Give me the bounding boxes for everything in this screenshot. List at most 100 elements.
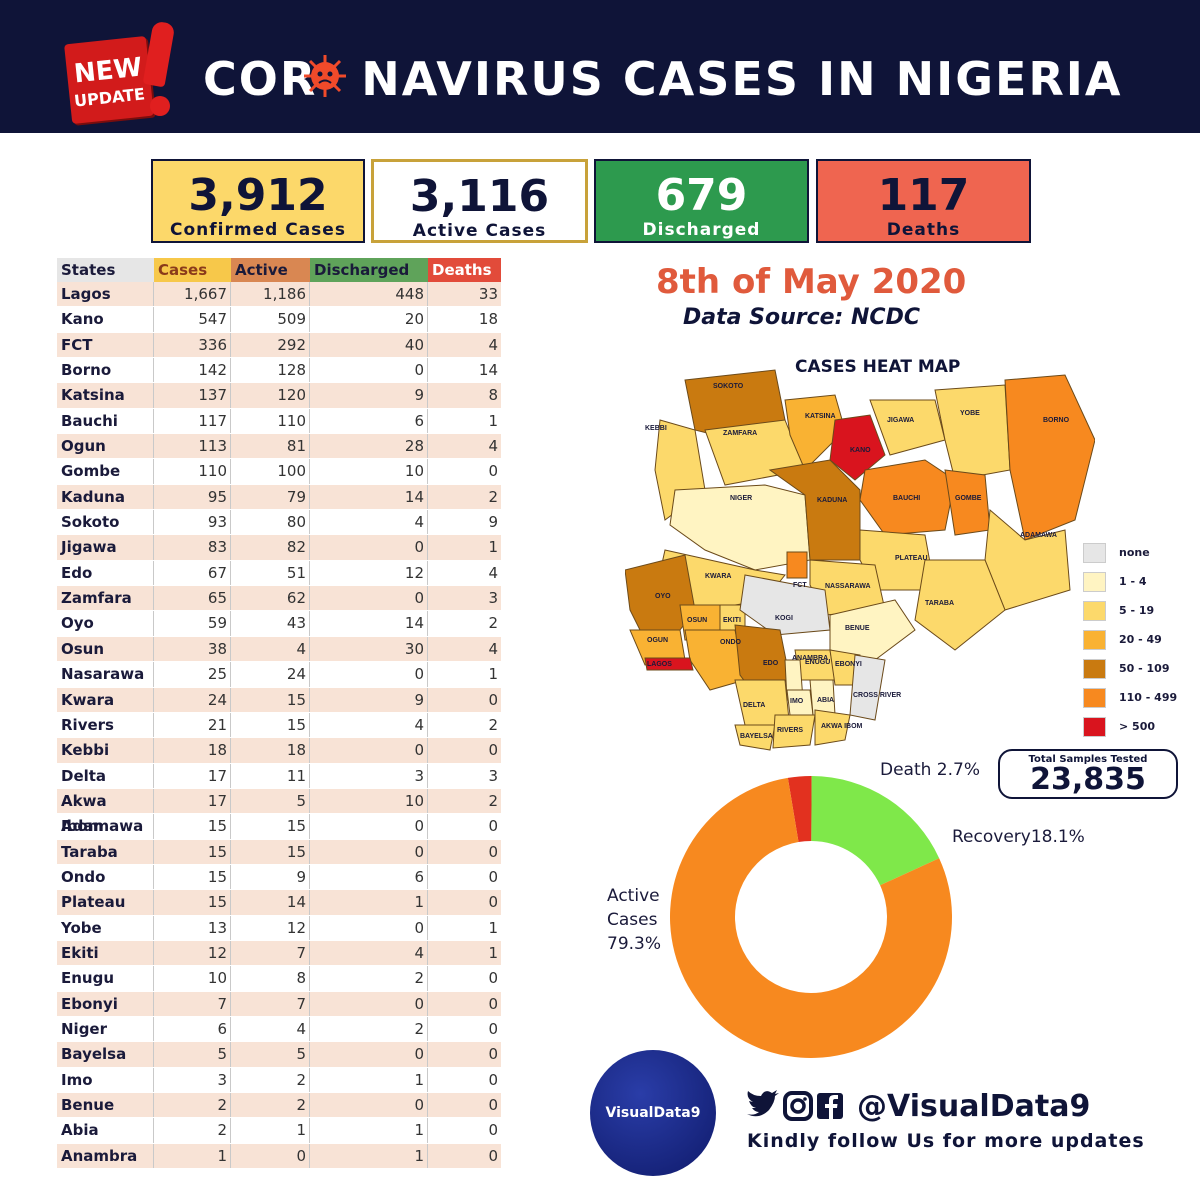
cell-cases: 142 xyxy=(154,358,231,383)
cell-deaths: 0 xyxy=(488,969,498,988)
cell-state: Ogun xyxy=(57,434,154,459)
header-active: Active xyxy=(231,258,310,282)
cell-deaths: 4 xyxy=(488,563,498,582)
legend-item: 110 - 499 xyxy=(1083,688,1200,712)
cell-state: Benue xyxy=(57,1093,154,1118)
region-lagos xyxy=(644,657,694,671)
table-row: Oyo 59 43 14 2 xyxy=(57,611,501,637)
map-label: KWARA xyxy=(705,573,731,580)
cell-cases: 15 xyxy=(154,864,231,890)
cell-active: 15 xyxy=(231,839,310,864)
cell-cases: 1,667 xyxy=(154,282,231,307)
cell-active: 9 xyxy=(231,864,310,890)
cell-deaths: 0 xyxy=(488,817,498,836)
cell-deaths: 1 xyxy=(488,411,498,430)
legend-label: 5 - 19 xyxy=(1119,604,1155,617)
cell-state: Kwara xyxy=(57,687,154,712)
map-label: EDO xyxy=(763,660,779,667)
cell-cases: 117 xyxy=(154,408,231,434)
cell-state: Gombe xyxy=(57,459,154,484)
legend-swatch xyxy=(1083,601,1106,621)
donut-slice-death xyxy=(787,776,812,843)
table-row: Anambra 1 0 1 0 xyxy=(57,1143,501,1170)
header-discharged: Discharged xyxy=(310,258,428,282)
cell-deaths: 1 xyxy=(488,665,498,684)
cell-deaths: 1 xyxy=(488,943,498,962)
cell-cases: 1 xyxy=(154,1143,231,1169)
table-row: Kwara 24 15 9 0 xyxy=(57,687,501,713)
cell-cases: 17 xyxy=(154,788,231,814)
legend-swatch xyxy=(1083,630,1106,650)
table-row: Yobe 13 12 0 1 xyxy=(57,915,501,941)
cell-active: 7 xyxy=(231,940,310,966)
legend-swatch xyxy=(1083,572,1106,592)
cell-deaths: 1 xyxy=(488,538,498,557)
region-taraba xyxy=(914,559,1006,651)
visualdata9-logo: VisualData9 xyxy=(590,1050,716,1176)
cell-cases: 2 xyxy=(154,1093,231,1118)
table-row: Gombe 110 100 10 0 xyxy=(57,459,501,485)
cell-deaths: 0 xyxy=(488,1070,498,1089)
map-label: PLATEAU xyxy=(895,555,928,562)
cell-active: 1 xyxy=(231,1118,310,1143)
header-banner: NEW UPDATE COR NAVIRUS CASES IN NIGERIA xyxy=(0,0,1200,133)
cell-discharged: 0 xyxy=(310,738,428,763)
cell-discharged: 1 xyxy=(310,1118,428,1143)
cell-deaths: 0 xyxy=(488,994,498,1013)
instagram-icon xyxy=(783,1091,813,1121)
header-states: States xyxy=(57,258,154,282)
region-gombe xyxy=(944,469,991,536)
table-row: Lagos 1,667 1,186 448 33 xyxy=(57,282,501,308)
cell-state: Zamfara xyxy=(57,586,154,611)
map-label: BORNO xyxy=(1043,417,1070,424)
cell-active: 2 xyxy=(231,1093,310,1118)
table-row: Edo 67 51 12 4 xyxy=(57,560,501,587)
virus-icon xyxy=(304,55,346,97)
region-bauchi xyxy=(859,459,956,536)
new-update-badge: NEW UPDATE xyxy=(60,20,176,125)
map-label: AKWA IBOM xyxy=(821,723,863,730)
legend-label: none xyxy=(1119,546,1150,559)
map-label: ONDO xyxy=(720,639,742,646)
table-row: Borno 142 128 0 14 xyxy=(57,358,501,384)
cell-active: 4 xyxy=(231,636,310,662)
cell-discharged: 0 xyxy=(310,1042,428,1067)
cell-deaths: 2 xyxy=(488,715,498,734)
cell-active: 4 xyxy=(231,1016,310,1042)
title-part2: NAVIRUS CASES IN NIGERIA xyxy=(361,52,1123,106)
cell-discharged: 6 xyxy=(310,864,428,890)
active-label-line2: Cases xyxy=(607,910,658,930)
cell-deaths: 3 xyxy=(488,589,498,608)
table-row: Imo 3 2 1 0 xyxy=(57,1067,501,1093)
map-label: ABIA xyxy=(817,697,834,704)
table-row: Benue 2 2 0 0 xyxy=(57,1093,501,1119)
map-label: JIGAWA xyxy=(887,417,914,424)
map-label: SOKOTO xyxy=(713,383,744,390)
cell-active: 43 xyxy=(231,611,310,636)
discharged-card: 679 Discharged xyxy=(594,159,809,243)
death-label: Death 2.7% xyxy=(880,760,980,780)
cell-deaths: 0 xyxy=(488,893,498,912)
cell-active: 12 xyxy=(231,915,310,940)
deaths-label: Deaths xyxy=(886,220,961,240)
cell-state: Rivers xyxy=(57,712,154,738)
cell-deaths: 4 xyxy=(488,437,498,456)
cell-state: Yobe xyxy=(57,915,154,940)
cell-deaths: 1 xyxy=(488,918,498,937)
table-row: Adamawa 15 15 0 0 xyxy=(57,814,501,840)
cell-deaths: 0 xyxy=(488,1019,498,1038)
cell-cases: 38 xyxy=(154,636,231,662)
region-yobe xyxy=(934,384,1011,481)
map-label: LAGOS xyxy=(647,661,672,668)
cell-discharged: 1 xyxy=(310,1143,428,1169)
region-plateau xyxy=(859,529,936,591)
cell-discharged: 1 xyxy=(310,1067,428,1092)
cell-active: 5 xyxy=(231,1042,310,1067)
legend-swatch xyxy=(1083,688,1106,708)
cell-cases: 15 xyxy=(154,839,231,864)
legend-label: 20 - 49 xyxy=(1119,633,1162,646)
table-row: Bayelsa 5 5 0 0 xyxy=(57,1042,501,1068)
samples-label: Total Samples Tested xyxy=(1028,754,1148,765)
cell-deaths: 0 xyxy=(488,462,498,481)
region-akwa-ibom xyxy=(814,709,851,746)
